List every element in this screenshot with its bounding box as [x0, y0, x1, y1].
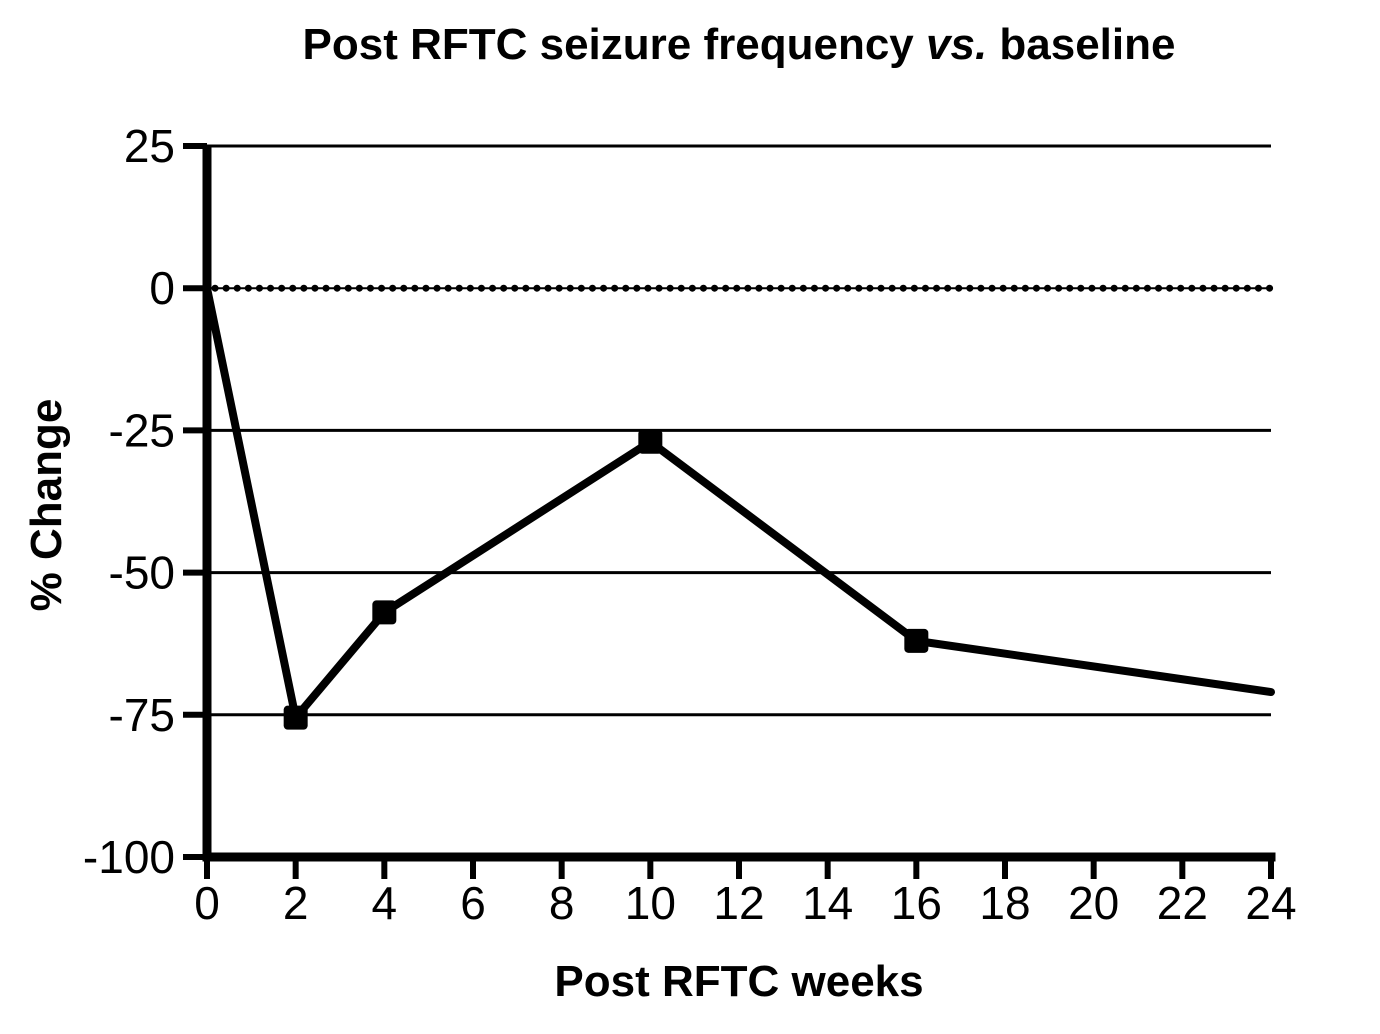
y-tick-label: -75	[109, 689, 175, 741]
x-tick-label: 14	[802, 877, 853, 929]
x-tick-label: 0	[194, 877, 220, 929]
x-tick-label: 4	[372, 877, 398, 929]
chart-title-prefix: Post RFTC seizure frequency	[302, 20, 926, 69]
data-point-marker	[283, 705, 308, 730]
x-tick-label: 12	[713, 877, 764, 929]
data-line	[203, 284, 1275, 722]
data-point-marker	[638, 429, 663, 454]
y-tick-label: 0	[149, 262, 175, 314]
chart-title: Post RFTC seizure frequency vs. baseline	[98, 20, 1380, 70]
x-tick-label: 6	[460, 877, 486, 929]
chart-title-suffix: baseline	[987, 20, 1176, 69]
x-tick-label: 22	[1157, 877, 1208, 929]
x-tick-label: 18	[979, 877, 1030, 929]
x-tick-label: 16	[891, 877, 942, 929]
x-tick-label: 24	[1245, 877, 1296, 929]
x-tick-label: 2	[283, 877, 309, 929]
x-tick-label: 20	[1068, 877, 1119, 929]
chart-title-vs: vs.	[926, 20, 988, 69]
y-tick-label: -100	[83, 831, 175, 883]
y-tick-label: -25	[109, 404, 175, 456]
x-tick-label: 10	[625, 877, 676, 929]
x-axis-title: Post RFTC weeks	[554, 957, 924, 1006]
y-tick-label: 25	[124, 120, 175, 172]
data-point-marker	[904, 628, 929, 653]
data-point-marker	[372, 600, 397, 625]
y-tick-label: -50	[109, 547, 175, 599]
x-tick-label: 8	[549, 877, 575, 929]
